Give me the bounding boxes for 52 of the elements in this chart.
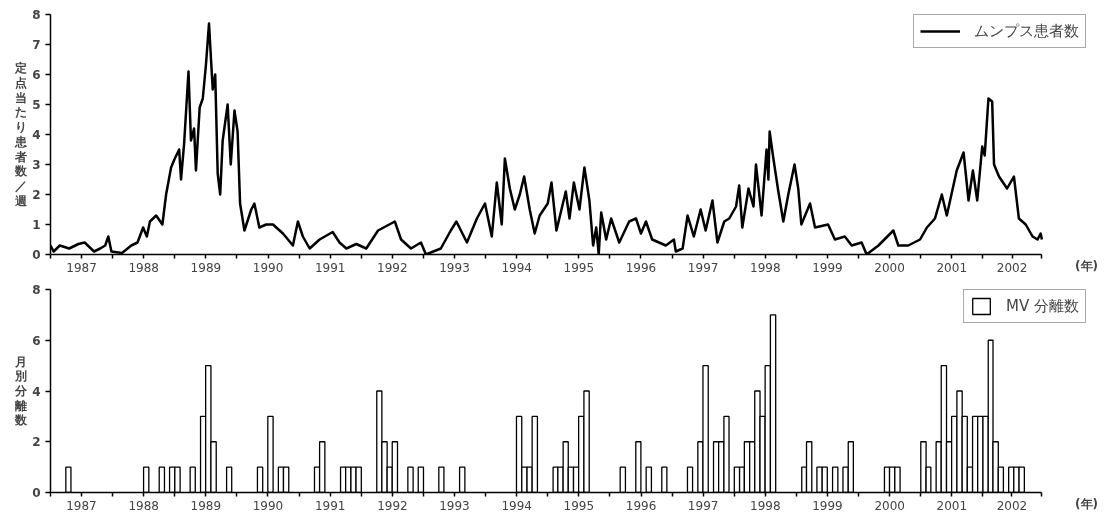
x-tick-label: 1988 <box>128 498 160 513</box>
y-tick-label: 8 <box>32 283 41 297</box>
x-tick-label: 1997 <box>687 260 719 275</box>
y-tick-label: 8 <box>32 8 41 22</box>
y-axis-title: 月別分離数 <box>14 354 29 428</box>
y-tick-label: 1 <box>32 218 41 232</box>
x-tick-label: 1998 <box>750 260 781 275</box>
x-tick-label: 2002 <box>996 498 1028 513</box>
legend-label: ムンプス患者数 <box>974 21 1079 41</box>
x-tick-label: 1995 <box>563 498 595 513</box>
y-tick-label: 5 <box>32 98 41 112</box>
x-tick-label: 1991 <box>314 498 346 513</box>
x-tick-label: 1989 <box>190 498 222 513</box>
x-tick-label: 2000 <box>874 498 905 513</box>
x-tick-label: 2002 <box>996 260 1028 275</box>
x-tick-label: 1990 <box>252 260 284 275</box>
x-axis-title: (年) <box>1075 496 1098 511</box>
y-tick-label: 6 <box>32 333 41 348</box>
x-tick-label: 1992 <box>377 260 408 275</box>
x-tick-label: 1991 <box>314 260 346 275</box>
x-tick-label: 1997 <box>687 498 719 513</box>
y-tick-label: 4 <box>32 384 41 399</box>
x-tick-label: 1998 <box>750 498 781 513</box>
x-tick-label: 1988 <box>128 260 160 275</box>
x-tick-label: 1999 <box>812 260 843 275</box>
x-tick-label: 1995 <box>563 260 595 275</box>
legend-label: MV 分離数 <box>1006 296 1079 316</box>
x-tick-label: 1993 <box>439 260 470 275</box>
x-tick-label: 1989 <box>190 260 222 275</box>
y-tick-label: 6 <box>32 68 41 82</box>
x-tick-label: 1996 <box>625 498 657 513</box>
y-tick-label: 7 <box>32 38 41 52</box>
y-tick-label: 0 <box>32 248 41 262</box>
x-tick-label: 1994 <box>501 498 532 513</box>
text: 定点当たり患者数／週 <box>15 61 28 208</box>
x-tick-label: 2000 <box>874 260 905 275</box>
x-tick-label: 2001 <box>936 260 968 275</box>
y-tick-label: 4 <box>32 128 41 142</box>
x-tick-label: 1999 <box>812 498 843 513</box>
y-tick-label: 3 <box>32 158 41 172</box>
x-tick-label: 1990 <box>252 498 284 513</box>
y-tick-label: 2 <box>32 435 41 450</box>
y-tick-label: 0 <box>32 486 41 500</box>
x-tick-label: 2001 <box>936 498 968 513</box>
x-tick-label: 1992 <box>377 498 408 513</box>
x-tick-label: 1996 <box>625 260 657 275</box>
y-tick-label: 2 <box>32 188 41 202</box>
x-axis-title: (年) <box>1075 258 1098 273</box>
x-tick-label: 1987 <box>66 260 97 275</box>
x-tick-label: 1993 <box>439 498 470 513</box>
x-tick-label: 1987 <box>66 498 97 513</box>
x-tick-label: 1994 <box>501 260 532 275</box>
